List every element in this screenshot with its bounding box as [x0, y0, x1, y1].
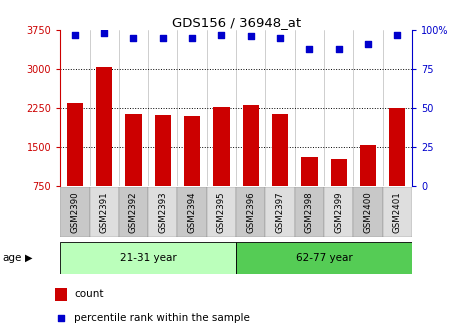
Text: GSM2397: GSM2397: [275, 191, 285, 233]
Text: GSM2398: GSM2398: [305, 191, 314, 233]
Bar: [353, 187, 383, 237]
Bar: [295, 187, 324, 237]
Title: GDS156 / 36948_at: GDS156 / 36948_at: [172, 16, 300, 29]
Text: GSM2400: GSM2400: [363, 191, 373, 233]
Bar: [236, 187, 265, 237]
Bar: [265, 187, 295, 237]
Bar: [331, 159, 347, 186]
Point: [100, 31, 108, 36]
Bar: [119, 187, 148, 237]
Bar: [155, 115, 171, 186]
Text: GSM2401: GSM2401: [393, 191, 402, 233]
Bar: [389, 109, 406, 186]
Point: [57, 315, 65, 320]
Point: [335, 46, 343, 52]
Bar: [60, 187, 89, 237]
Point: [218, 32, 225, 38]
Bar: [207, 187, 236, 237]
Bar: [148, 187, 177, 237]
Bar: [324, 187, 353, 237]
Bar: [67, 103, 83, 186]
Text: count: count: [75, 290, 104, 299]
Bar: [383, 187, 412, 237]
Text: GSM2394: GSM2394: [188, 191, 197, 233]
Text: percentile rank within the sample: percentile rank within the sample: [75, 312, 250, 323]
Point: [159, 35, 167, 41]
Bar: [184, 116, 200, 186]
Text: GSM2396: GSM2396: [246, 191, 255, 233]
Text: GSM2390: GSM2390: [70, 191, 79, 233]
Bar: [272, 114, 288, 186]
Bar: [301, 157, 318, 186]
Bar: [236, 242, 412, 274]
Bar: [243, 105, 259, 186]
Point: [188, 35, 196, 41]
Text: GSM2395: GSM2395: [217, 191, 226, 233]
Bar: [125, 114, 142, 186]
Text: 21-31 year: 21-31 year: [120, 253, 176, 263]
Point: [364, 42, 372, 47]
Bar: [360, 145, 376, 186]
Bar: [55, 288, 67, 301]
Bar: [96, 67, 112, 186]
Point: [130, 35, 137, 41]
Point: [71, 32, 79, 38]
Bar: [60, 242, 236, 274]
Bar: [89, 187, 119, 237]
Text: 62-77 year: 62-77 year: [296, 253, 352, 263]
Text: ▶: ▶: [25, 253, 33, 263]
Text: GSM2391: GSM2391: [100, 191, 109, 233]
Text: GSM2399: GSM2399: [334, 191, 343, 233]
Text: GSM2392: GSM2392: [129, 191, 138, 233]
Point: [306, 46, 313, 52]
Point: [394, 32, 401, 38]
Point: [276, 35, 284, 41]
Point: [247, 34, 255, 39]
Bar: [177, 187, 207, 237]
Text: age: age: [2, 253, 22, 263]
Bar: [213, 107, 230, 186]
Text: GSM2393: GSM2393: [158, 191, 167, 233]
